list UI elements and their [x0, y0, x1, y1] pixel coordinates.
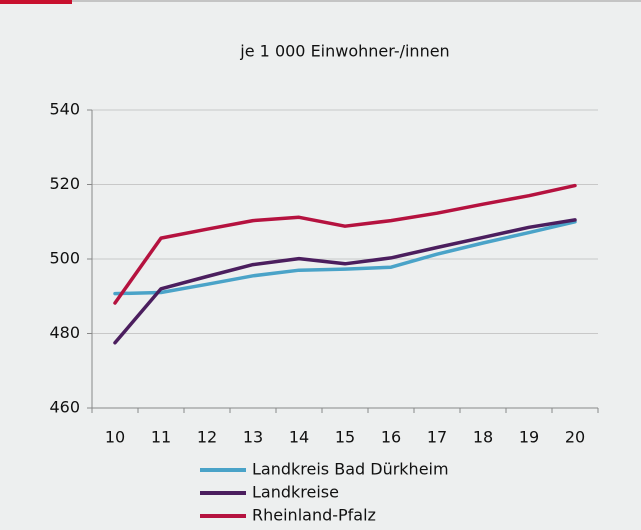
x-tick-label: 15 — [335, 428, 355, 447]
y-tick-label: 460 — [49, 398, 80, 417]
x-tick-label: 16 — [381, 428, 401, 447]
y-tick-label: 540 — [49, 100, 80, 119]
series-line — [113, 220, 577, 296]
x-tick-label: 20 — [565, 428, 585, 447]
x-tick-label: 19 — [519, 428, 539, 447]
x-tick-label: 11 — [151, 428, 171, 447]
series-line — [113, 218, 577, 345]
series-line — [113, 183, 577, 305]
chart-title: je 1 000 Einwohner-/innen — [239, 42, 449, 61]
x-tick-label: 14 — [289, 428, 309, 447]
legend-label: Rheinland-Pfalz — [252, 506, 376, 525]
x-tick-label: 10 — [105, 428, 125, 447]
y-tick-label: 500 — [49, 249, 80, 268]
y-tick-label: 520 — [49, 174, 80, 193]
x-tick-label: 13 — [243, 428, 263, 447]
x-tick-label: 12 — [197, 428, 217, 447]
legend-label: Landkreise — [252, 483, 339, 502]
y-tick-label: 480 — [49, 323, 80, 342]
accent-bar — [0, 0, 72, 4]
x-tick-label: 18 — [473, 428, 493, 447]
legend-label: Landkreis Bad Dürkheim — [252, 460, 449, 479]
x-tick-label: 17 — [427, 428, 447, 447]
